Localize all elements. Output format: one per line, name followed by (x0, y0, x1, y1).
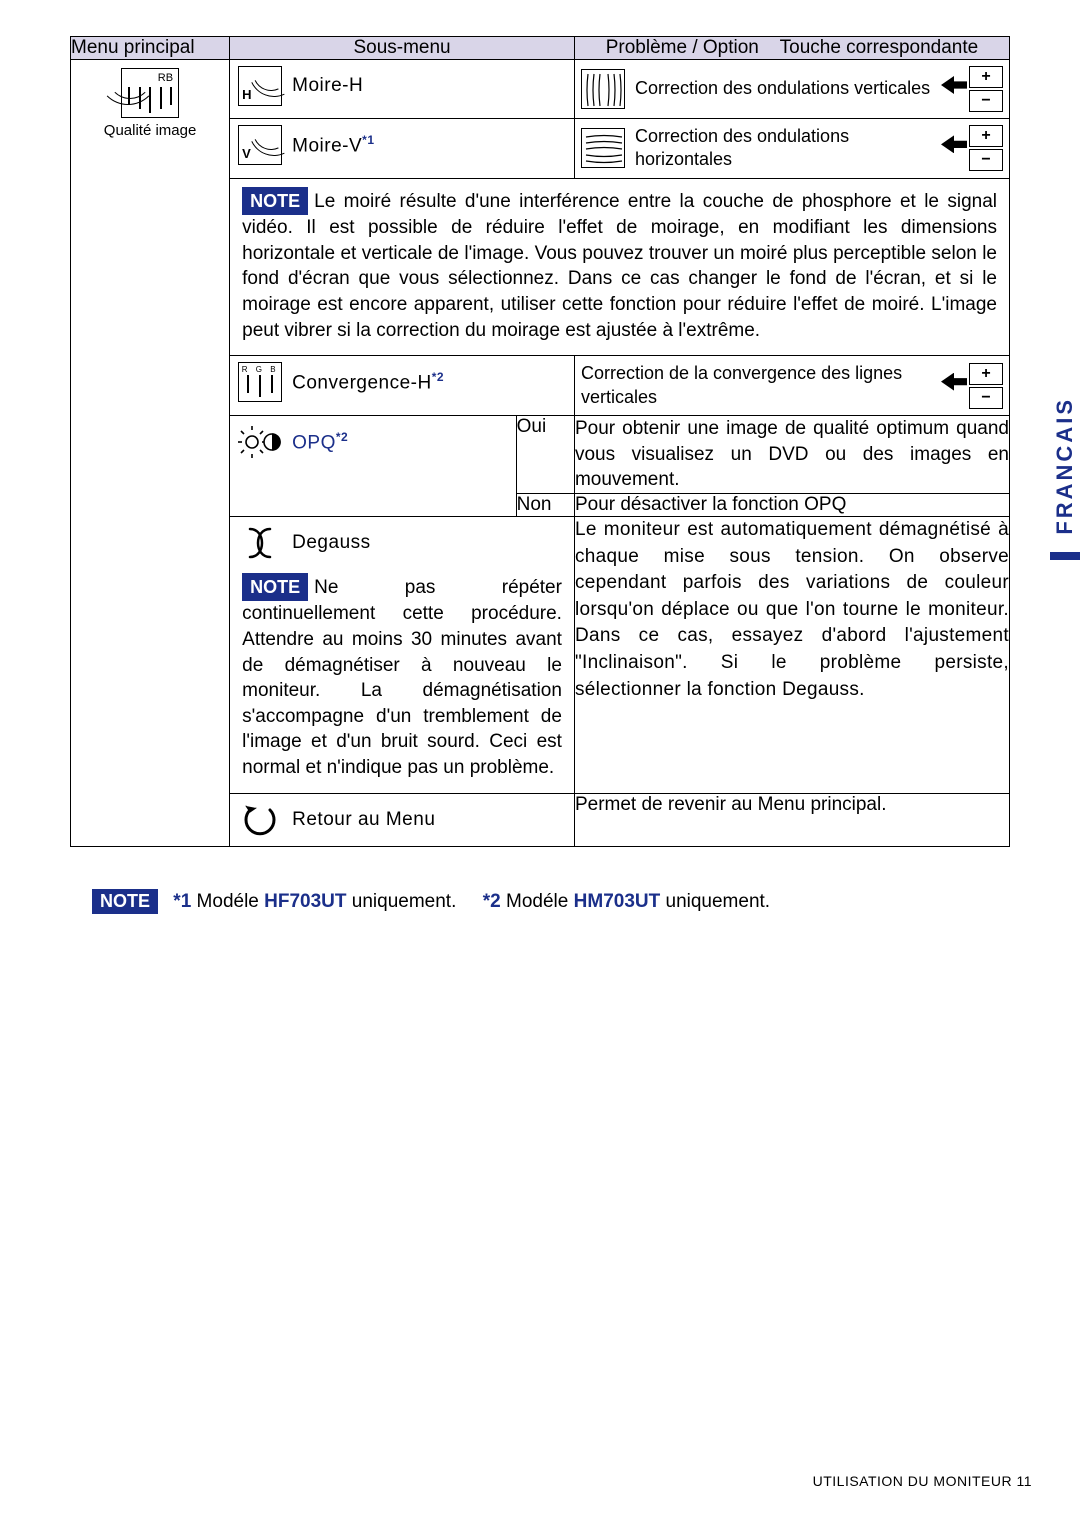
opq-option-non: Non (516, 493, 574, 516)
note-badge: NOTE (92, 889, 158, 914)
opq-label: OPQ*2 (292, 430, 348, 454)
problem-moire-h: Correction des ondulations verticales + … (574, 60, 1009, 119)
rb-label: RB (158, 72, 173, 84)
plus-button[interactable]: + (969, 363, 1003, 385)
moire-v-icon: V (238, 125, 282, 165)
convergence-label: Convergence-H*2 (292, 370, 444, 394)
opq-icon (238, 422, 282, 462)
language-side-tab: FRANCAIS (1050, 380, 1080, 560)
language-label: FRANCAIS (1052, 397, 1078, 535)
opq-desc-oui: Pour obtenir une image de qualité optimu… (574, 416, 1009, 494)
rgb-label: R G B (239, 365, 281, 374)
degauss-note-text: Ne pas répéter continuellement cette pro… (242, 577, 562, 778)
minus-button[interactable]: − (969, 90, 1003, 112)
moire-v-problem-icon (581, 128, 625, 168)
footnote-2-model: HM703UT (574, 891, 661, 912)
table-header-row: Menu principal Sous-menu Problème / Opti… (71, 37, 1010, 60)
minus-button[interactable]: − (969, 387, 1003, 409)
note-moire-cell: NOTELe moiré résulte d'une interférence … (230, 178, 1010, 356)
submenu-opq: OPQ*2 (230, 416, 516, 517)
problem-convergence: Correction de la convergence des lignes … (574, 356, 1009, 416)
footnote-1-ast: *1 (173, 891, 191, 912)
return-icon (238, 800, 282, 840)
degauss-icon (238, 523, 282, 563)
problem-moire-v: Correction des ondulations horizontales … (574, 119, 1009, 179)
qualite-image-icon: RB (121, 68, 179, 118)
opq-desc-non: Pour désactiver la fonction OPQ (574, 493, 1009, 516)
row-moire-h: RB Qualité image H Moire-H (71, 60, 1010, 119)
minus-button[interactable]: − (969, 149, 1003, 171)
key-buttons: + − (943, 66, 1003, 112)
menu-table: Menu principal Sous-menu Problème / Opti… (70, 36, 1010, 847)
degauss-desc: Le moniteur est automatiquement démagnét… (574, 516, 1009, 793)
retour-desc: Permet de revenir au Menu principal. (574, 793, 1009, 846)
footnote-1-post: uniquement. (347, 891, 457, 912)
retour-label: Retour au Menu (292, 809, 435, 831)
footnote-1-model: HF703UT (264, 891, 346, 912)
plus-button[interactable]: + (969, 125, 1003, 147)
submenu-retour: Retour au Menu (230, 793, 575, 846)
footnote-2-post: uniquement. (660, 891, 770, 912)
submenu-moire-v: V Moire-V*1 (230, 119, 575, 179)
moire-h-problem-icon (581, 69, 625, 109)
note-badge: NOTE (242, 573, 308, 601)
moire-v-tag: V (242, 146, 251, 161)
degauss-label: Degauss (292, 532, 371, 554)
header-problem-label: Problème / Option (606, 37, 759, 58)
footnote-1-pre: Modéle (197, 891, 265, 912)
header-col-problem: Problème / Option Touche correspondante (574, 37, 1009, 60)
submenu-convergence: R G B Convergence-H*2 (230, 356, 575, 416)
footnote-2-ast: *2 (483, 891, 501, 912)
moire-h-problem-text: Correction des ondulations verticales (635, 77, 933, 100)
key-buttons: + − (943, 363, 1003, 409)
menu-principal-caption: Qualité image (71, 122, 229, 139)
footer-note: NOTE *1 Modéle HF703UT uniquement. *2 Mo… (92, 889, 1044, 914)
moire-v-label: Moire-V*1 (292, 133, 374, 157)
plus-button[interactable]: + (969, 66, 1003, 88)
header-key-label: Touche correspondante (780, 37, 979, 58)
menu-principal-cell: RB Qualité image (71, 60, 230, 847)
convergence-problem-text: Correction de la convergence des lignes … (581, 362, 933, 409)
moire-h-icon: H (238, 66, 282, 106)
opq-option-oui: Oui (516, 416, 574, 494)
key-buttons: + − (943, 125, 1003, 171)
submenu-degauss: Degauss NOTENe pas répéter continuelleme… (230, 516, 575, 793)
note-moire-text: Le moiré résulte d'une interférence entr… (242, 191, 997, 341)
convergence-icon: R G B (238, 362, 282, 402)
moire-v-problem-text: Correction des ondulations horizontales (635, 125, 933, 172)
moire-h-label: Moire-H (292, 75, 363, 97)
note-badge: NOTE (242, 187, 308, 215)
page-footer: UTILISATION DU MONITEUR 11 (813, 1473, 1032, 1489)
moire-h-tag: H (242, 87, 251, 102)
footnote-2-pre: Modéle (506, 891, 574, 912)
